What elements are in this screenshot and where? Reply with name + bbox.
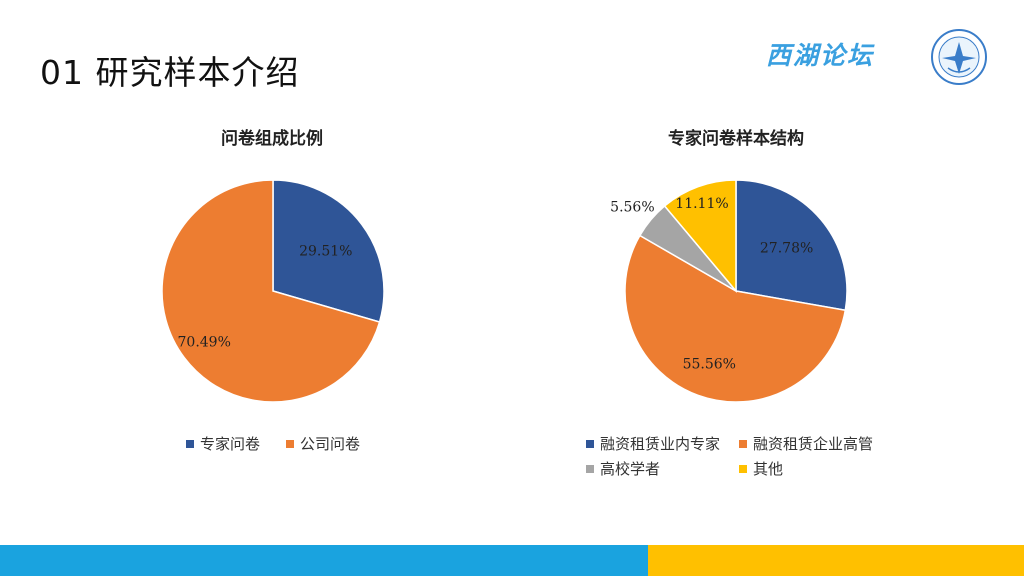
legend-item-2: 融资租赁企业高管 xyxy=(739,433,873,454)
forum-logo-icon xyxy=(931,29,987,85)
data-label-1: 29.51% xyxy=(299,243,352,259)
chart2-title: 专家问卷样本结构 xyxy=(668,129,804,149)
legend-swatch-1 xyxy=(186,439,194,448)
legend-swatch-2 xyxy=(286,439,294,448)
legend-item-1: 专家问卷 xyxy=(186,433,260,454)
legend-swatch-3 xyxy=(586,464,594,473)
data-label-2: 70.49% xyxy=(178,335,231,351)
chart1-title: 问卷组成比例 xyxy=(221,129,323,149)
legend-label-2: 公司问卷 xyxy=(300,435,361,453)
pie-slice-1 xyxy=(735,179,848,312)
legend-swatch-1 xyxy=(586,439,594,448)
data-label-1: 27.78% xyxy=(760,241,813,257)
pie-slice-2 xyxy=(624,234,847,403)
footer-bar-blue xyxy=(0,545,648,576)
chart2-pie: 27.78% 55.56% 5.56% 11.11% xyxy=(610,179,848,403)
legend-label-3: 高校学者 xyxy=(600,460,661,478)
pie-slice-2 xyxy=(161,179,381,403)
legend-label-2: 融资租赁企业高管 xyxy=(753,435,874,453)
data-label-2: 55.56% xyxy=(683,356,736,372)
page-title: 01 研究样本介绍 xyxy=(40,53,300,92)
legend-item-1: 融资租赁业内专家 xyxy=(586,433,720,454)
legend-item-2: 公司问卷 xyxy=(286,433,360,454)
pie-slice-1 xyxy=(272,179,385,323)
legend-label-4: 其他 xyxy=(753,460,784,478)
legend-label-1: 专家问卷 xyxy=(200,435,261,453)
legend-item-4: 其他 xyxy=(739,458,783,479)
legend-swatch-4 xyxy=(739,464,747,473)
data-label-3: 5.56% xyxy=(610,199,654,215)
chart2-legend: 融资租赁业内专家 融资租赁企业高管高校学者 其他 xyxy=(586,433,946,483)
legend-item-3: 高校学者 xyxy=(586,458,660,479)
brand-name: 西湖论坛 xyxy=(766,41,875,70)
chart1-legend: 专家问卷 公司问卷 xyxy=(186,433,446,463)
pie-slice-4 xyxy=(663,179,737,294)
legend-label-1: 融资租赁业内专家 xyxy=(600,435,721,453)
chart1-pie: 29.51% 70.49% xyxy=(161,179,385,403)
legend-swatch-2 xyxy=(739,439,747,448)
footer-bar-yellow xyxy=(648,545,1024,576)
data-label-4: 11.11% xyxy=(675,196,728,212)
